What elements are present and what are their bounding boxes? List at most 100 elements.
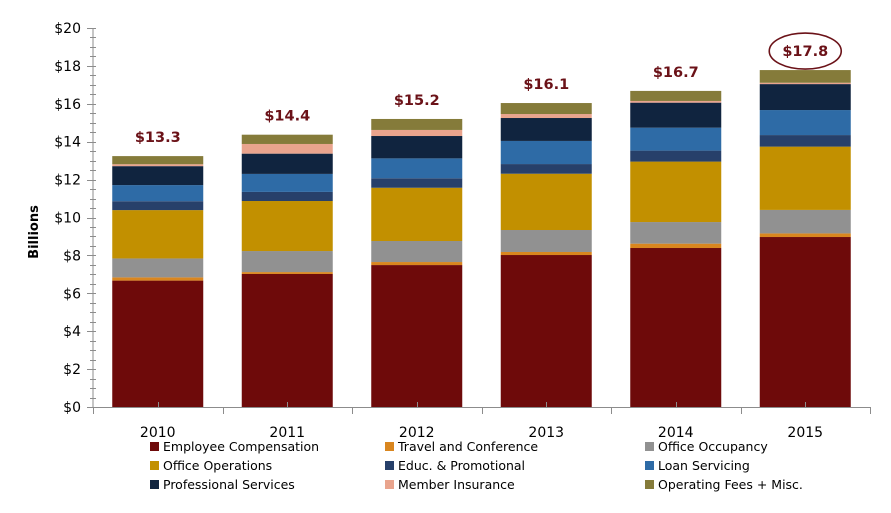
y-tick-label: $14 <box>54 135 81 151</box>
bar-segment-professional-services <box>241 153 333 174</box>
legend-item-office-operations: Office Operations <box>150 458 272 473</box>
bar-segment-operating-fees-misc <box>759 70 851 83</box>
legend-swatch <box>150 461 159 470</box>
legend-swatch <box>150 480 159 489</box>
bar-segment-loan-servicing <box>759 110 851 136</box>
x-tick-label: 2013 <box>528 425 564 441</box>
bar-segment-office-occupancy <box>630 222 722 244</box>
bar-segment-office-operations <box>759 146 851 210</box>
bar-segment-employee-compensation <box>500 255 592 407</box>
bar-segment-office-operations <box>630 161 722 223</box>
bar-segment-office-occupancy <box>241 251 333 273</box>
bar-segment-employee-compensation <box>630 248 722 407</box>
bar-segment-professional-services <box>500 118 592 141</box>
bar-segment-member-insurance <box>371 129 463 137</box>
total-labels: $13.3 $14.4 $15.2 $16.1 $16.7 $17.8 <box>135 32 843 146</box>
bar-segment-loan-servicing <box>112 185 204 202</box>
legend-swatch <box>385 442 394 451</box>
bar-segment-office-occupancy <box>500 230 592 252</box>
legend-swatch <box>645 461 654 470</box>
legend-label: Office Occupancy <box>658 439 768 454</box>
total-label-2011: $14.4 <box>264 109 310 125</box>
bar-segment-office-operations <box>371 187 463 241</box>
bar-segment-operating-fees-misc <box>371 118 463 130</box>
legend-label: Office Operations <box>163 458 272 473</box>
total-label-2012: $15.2 <box>394 93 440 109</box>
y-tick-label: $4 <box>63 324 81 340</box>
bar-stack-2010 <box>112 156 204 407</box>
legend: Employee Compensation Travel and Conferen… <box>150 439 803 492</box>
bar-segment-member-insurance <box>759 82 851 85</box>
bar-segment-office-operations <box>500 173 592 231</box>
bar-segment-professional-services <box>759 84 851 111</box>
bar-segment-travel-and-conference <box>371 262 463 266</box>
bar-segment-operating-fees-misc <box>112 156 204 165</box>
bar-stack-2015 <box>759 70 851 407</box>
y-tick-label: $10 <box>54 211 81 227</box>
x-tick-label: 2011 <box>269 425 305 441</box>
bar-segment-loan-servicing <box>630 127 722 151</box>
legend-label: Professional Services <box>163 477 295 492</box>
bar-segment-operating-fees-misc <box>241 134 333 144</box>
y-tick-label: $20 <box>54 21 81 37</box>
legend-label: Operating Fees + Misc. <box>658 477 803 492</box>
bar-segment-member-insurance <box>112 164 204 167</box>
highlight-ellipse <box>768 32 843 70</box>
legend-item-member-insurance: Member Insurance <box>385 477 515 492</box>
legend-item-travel-and-conference: Travel and Conference <box>385 439 538 454</box>
legend-label: Travel and Conference <box>397 439 538 454</box>
bar-stack-2012 <box>371 118 463 407</box>
bar-segment-travel-and-conference <box>759 233 851 238</box>
bar-segment-member-insurance <box>500 114 592 119</box>
bars <box>112 70 851 407</box>
bar-segment-office-operations <box>241 201 333 252</box>
legend-swatch <box>645 480 654 489</box>
bar-segment-employee-compensation <box>759 237 851 407</box>
bar-segment-office-occupancy <box>371 240 463 263</box>
legend-label: Employee Compensation <box>163 439 319 454</box>
y-tick-label: $0 <box>63 400 81 416</box>
legend-item-employee-compensation: Employee Compensation <box>150 439 319 454</box>
y-tick-label: $18 <box>54 59 81 75</box>
legend-swatch <box>385 480 394 489</box>
bar-segment-office-operations <box>112 210 204 259</box>
bar-segment-travel-and-conference <box>241 272 333 274</box>
bar-segment-educ-promotional <box>759 135 851 147</box>
bar-segment-employee-compensation <box>371 265 463 407</box>
x-tick-label: 2010 <box>140 425 176 441</box>
y-tick-label: $8 <box>63 248 81 264</box>
total-label-2015: $17.8 <box>782 44 828 60</box>
y-tick-label: $12 <box>54 173 81 189</box>
bar-segment-professional-services <box>630 102 722 128</box>
y-axis: $0 $2 $4 $6 $8 $10 $12 $14 $16 $18 $20 <box>54 21 96 416</box>
bar-segment-operating-fees-misc <box>630 90 722 101</box>
legend-item-educ-promotional: Educ. & Promotional <box>385 458 525 473</box>
bar-stack-2011 <box>241 134 333 407</box>
x-tick-label: 2014 <box>658 425 694 441</box>
bar-segment-operating-fees-misc <box>500 103 592 115</box>
bar-segment-loan-servicing <box>241 173 333 192</box>
total-label-2010: $13.3 <box>135 130 181 146</box>
bar-segment-educ-promotional <box>500 164 592 174</box>
bar-segment-educ-promotional <box>112 201 204 211</box>
bar-segment-travel-and-conference <box>112 277 204 281</box>
bar-segment-employee-compensation <box>241 273 333 407</box>
bar-segment-employee-compensation <box>112 280 204 407</box>
bar-segment-professional-services <box>112 166 204 186</box>
legend-swatch <box>645 442 654 451</box>
bar-segment-professional-services <box>371 136 463 159</box>
y-tick-label: $6 <box>63 286 81 302</box>
bar-segment-educ-promotional <box>241 191 333 202</box>
legend-item-office-occupancy: Office Occupancy <box>645 439 768 454</box>
x-axis: 2010 2011 2012 2013 2014 2015 <box>93 402 871 441</box>
total-label-2013: $16.1 <box>523 77 569 93</box>
x-tick-label: 2015 <box>787 425 823 441</box>
y-axis-title: Billions <box>27 205 42 259</box>
bar-segment-loan-servicing <box>371 158 463 179</box>
x-tick-label: 2012 <box>399 425 435 441</box>
bar-segment-educ-promotional <box>630 150 722 162</box>
y-tick-label: $2 <box>63 362 81 378</box>
bar-segment-travel-and-conference <box>500 251 592 256</box>
y-tick-label: $16 <box>54 97 81 113</box>
